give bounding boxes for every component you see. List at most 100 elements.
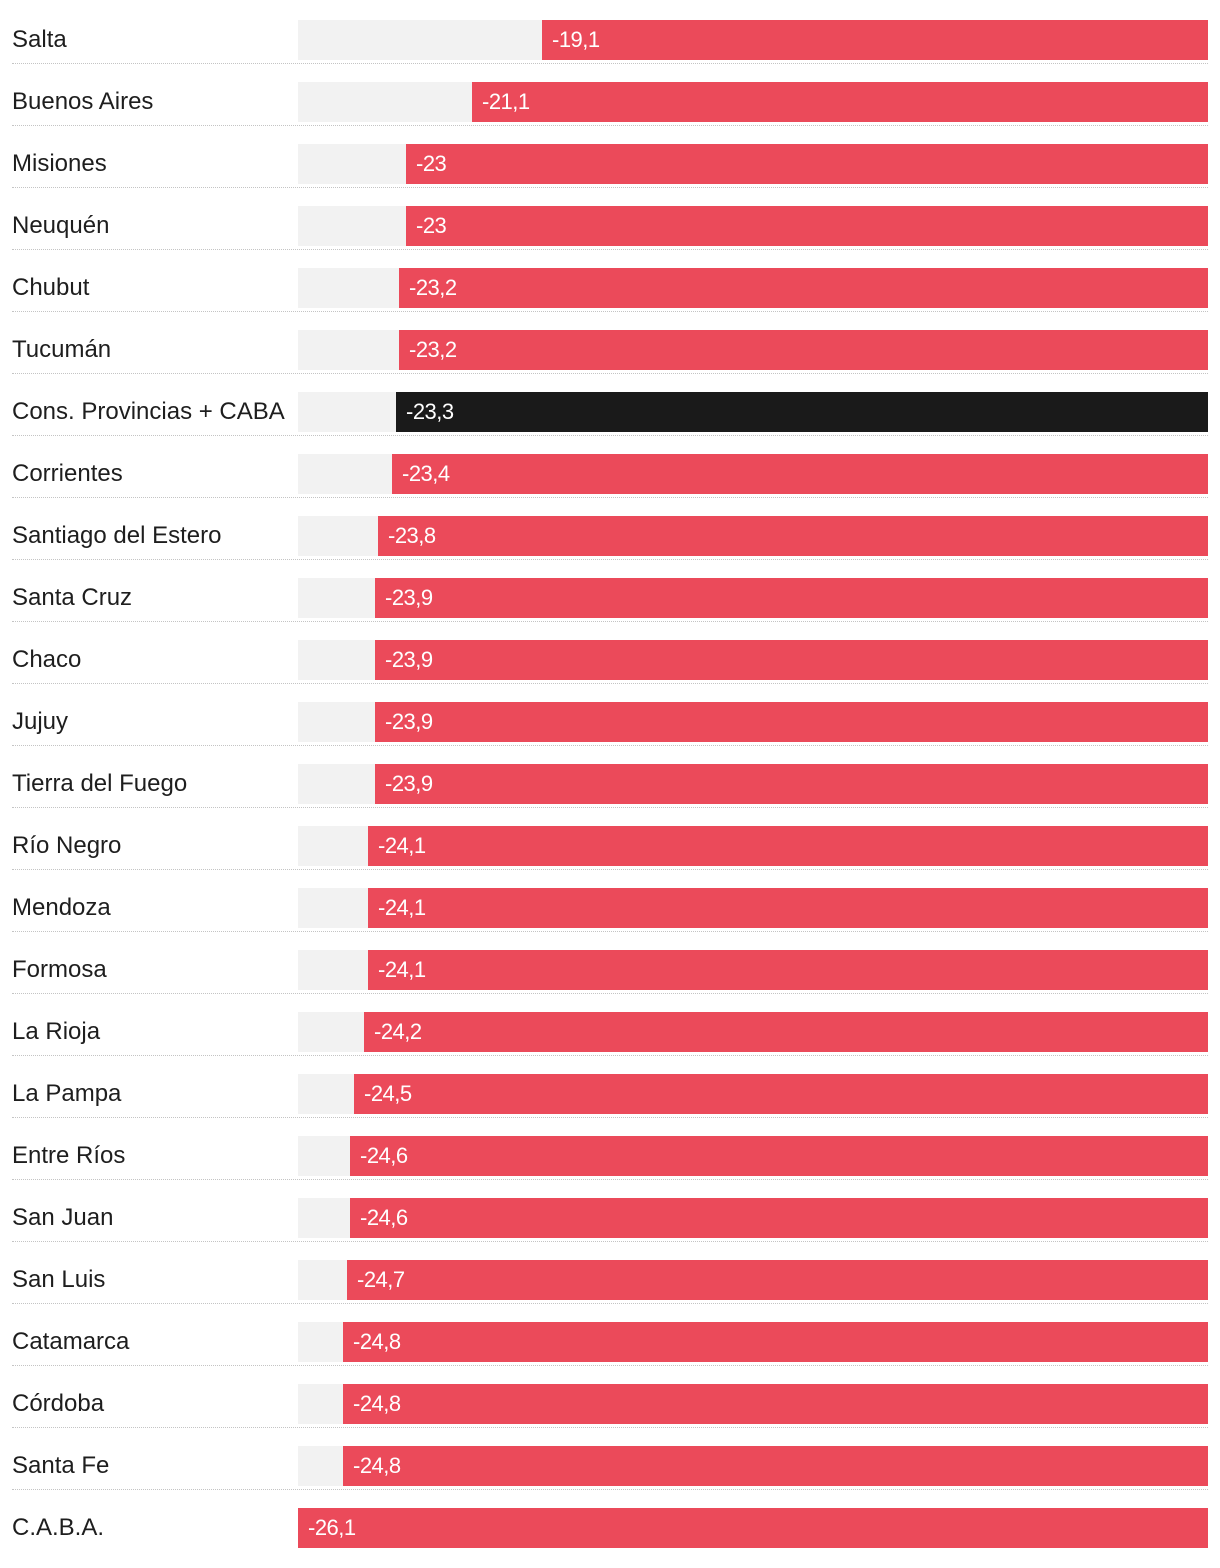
bar-track: -23,9	[298, 578, 1208, 618]
row-divider	[12, 1055, 1208, 1056]
bar-value-label: -23	[416, 151, 447, 176]
bar: -24,1	[368, 888, 1208, 928]
category-label: Entre Ríos	[12, 1142, 126, 1169]
chart-row: Santa Fe -24,8	[0, 1428, 1220, 1490]
category-label: Río Negro	[12, 832, 122, 859]
bar: -24,6	[350, 1136, 1208, 1176]
bar-track: -24,8	[298, 1384, 1208, 1424]
row-divider	[12, 1241, 1208, 1242]
bar-value-label: -24,5	[364, 1081, 412, 1106]
chart-row: San Luis -24,7	[0, 1242, 1220, 1304]
category-label: Santiago del Estero	[12, 522, 222, 549]
bar: -23,9	[375, 702, 1208, 742]
row-divider	[12, 1427, 1208, 1428]
bar-value-label: -24,8	[353, 1329, 401, 1354]
bar-track: -24,5	[298, 1074, 1208, 1114]
row-divider	[12, 1489, 1208, 1490]
category-label: Chaco	[12, 646, 82, 673]
category-label: Catamarca	[12, 1328, 130, 1355]
chart-row: Formosa -24,1	[0, 932, 1220, 994]
chart-row: Misiones -23	[0, 126, 1220, 188]
bar-value-label: -23,2	[409, 275, 457, 300]
bar-value-label: -23,9	[385, 647, 433, 672]
bar-value-label: -21,1	[482, 89, 530, 114]
category-label: Neuquén	[12, 212, 110, 239]
bar-track: -24,8	[298, 1322, 1208, 1362]
bar: -19,1	[542, 20, 1208, 60]
chart-row: Corrientes -23,4	[0, 436, 1220, 498]
chart-row: Neuquén -23	[0, 188, 1220, 250]
bar: -24,6	[350, 1198, 1208, 1238]
bar: -24,8	[343, 1446, 1208, 1486]
category-label: Corrientes	[12, 460, 123, 487]
category-label: San Luis	[12, 1266, 106, 1293]
bar-value-label: -24,8	[353, 1391, 401, 1416]
bar-track: -24,6	[298, 1136, 1208, 1176]
chart-row: San Juan -24,6	[0, 1180, 1220, 1242]
bar-track: -23,2	[298, 268, 1208, 308]
bar: -23,2	[399, 330, 1208, 370]
bar-value-label: -24,2	[374, 1019, 422, 1044]
bar-highlight: -23,3	[396, 392, 1208, 432]
chart-row: La Rioja -24,2	[0, 994, 1220, 1056]
bar-value-label: -23,2	[409, 337, 457, 362]
row-divider	[12, 1117, 1208, 1118]
bar: -24,8	[343, 1384, 1208, 1424]
row-divider	[12, 1303, 1208, 1304]
bar-track: -24,8	[298, 1446, 1208, 1486]
chart-row: Chaco -23,9	[0, 622, 1220, 684]
chart-row: Salta -19,1	[0, 2, 1220, 64]
category-label: Santa Cruz	[12, 584, 133, 611]
category-label: C.A.B.A.	[12, 1514, 105, 1541]
category-label: La Pampa	[12, 1080, 122, 1107]
bar-track: -21,1	[298, 82, 1208, 122]
category-label: Formosa	[12, 956, 107, 983]
bar: -24,8	[343, 1322, 1208, 1362]
chart-row: Chubut -23,2	[0, 250, 1220, 312]
bar-track: -23,9	[298, 640, 1208, 680]
bar-value-label: -23,9	[385, 771, 433, 796]
bar-value-label: -26,1	[308, 1515, 356, 1540]
category-label: Tucumán	[12, 336, 112, 363]
category-label: San Juan	[12, 1204, 114, 1231]
row-divider	[12, 745, 1208, 746]
bar: -23	[406, 144, 1208, 184]
chart-row: Entre Ríos -24,6	[0, 1118, 1220, 1180]
bar-value-label: -23,3	[406, 399, 454, 424]
bar-value-label: -19,1	[552, 27, 600, 52]
bar-track: -23	[298, 206, 1208, 246]
bar-value-label: -23,4	[402, 461, 450, 486]
bar-value-label: -24,8	[353, 1453, 401, 1478]
row-divider	[12, 621, 1208, 622]
bar-track: -24,6	[298, 1198, 1208, 1238]
row-divider	[12, 125, 1208, 126]
chart-row: La Pampa -24,5	[0, 1056, 1220, 1118]
row-divider	[12, 373, 1208, 374]
category-label: Santa Fe	[12, 1452, 110, 1479]
row-divider	[12, 249, 1208, 250]
bar-value-label: -23	[416, 213, 447, 238]
row-divider	[12, 1365, 1208, 1366]
bar-track: -23,8	[298, 516, 1208, 556]
bar-track: -23,4	[298, 454, 1208, 494]
category-label: Tierra del Fuego	[12, 770, 188, 797]
chart-row: Tierra del Fuego -23,9	[0, 746, 1220, 808]
category-label: Córdoba	[12, 1390, 105, 1417]
bar-track: -24,1	[298, 888, 1208, 928]
bar: -23,9	[375, 764, 1208, 804]
category-label: Cons. Provincias + CABA	[12, 398, 285, 425]
bar-value-label: -23,9	[385, 585, 433, 610]
bar-track: -23,3	[298, 392, 1208, 432]
bar: -23,4	[392, 454, 1208, 494]
bar: -23,9	[375, 640, 1208, 680]
chart-row: Cons. Provincias + CABA -23,3	[0, 374, 1220, 436]
bar-value-label: -24,1	[378, 833, 426, 858]
chart-row: C.A.B.A. -26,1	[0, 1490, 1220, 1552]
chart-row: Tucumán -23,2	[0, 312, 1220, 374]
bar-value-label: -24,6	[360, 1143, 408, 1168]
row-divider	[12, 993, 1208, 994]
chart-row: Jujuy -23,9	[0, 684, 1220, 746]
bar-value-label: -24,1	[378, 957, 426, 982]
bar-track: -19,1	[298, 20, 1208, 60]
